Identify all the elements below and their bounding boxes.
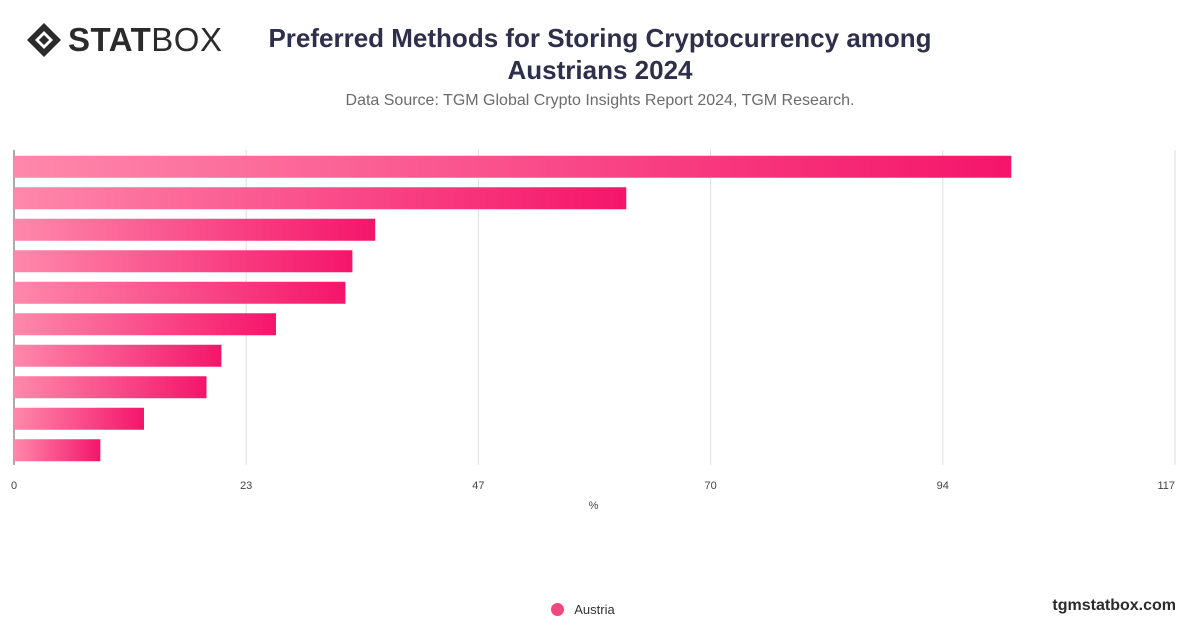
logo-bold-text: STAT <box>68 21 152 58</box>
bar-5[interactable] <box>14 281 346 304</box>
x-tick-label: 47 <box>472 480 484 492</box>
statbox-diamond-icon <box>27 23 61 57</box>
x-tick-label: 94 <box>937 480 949 492</box>
statbox-logo: STATBOX <box>26 22 222 58</box>
x-axis-label: % <box>589 500 599 512</box>
x-tick-label: 0 <box>11 480 17 492</box>
x-tick-label: 117 <box>1157 480 1175 492</box>
logo-light-text: BOX <box>151 21 223 58</box>
bar-chart: 0 23 47 70 94 117 % <box>11 150 1176 512</box>
legend-label-austria: Austria <box>574 602 615 617</box>
bar-1[interactable] <box>14 155 1012 178</box>
bar-8[interactable] <box>14 376 207 399</box>
bar-9[interactable] <box>14 407 144 430</box>
bar-4[interactable] <box>14 250 353 273</box>
x-tick-label: 70 <box>704 480 716 492</box>
logo-text: STATBOX <box>68 22 222 58</box>
legend: Austria <box>0 602 1200 617</box>
chart-title: Preferred Methods for Storing Cryptocurr… <box>268 23 932 85</box>
bar-7[interactable] <box>14 344 222 367</box>
bar-6[interactable] <box>14 313 276 336</box>
bars <box>14 155 1012 462</box>
chart-subtitle: Data Source: TGM Global Crypto Insights … <box>345 92 855 109</box>
x-axis-ticks: 0 23 47 70 94 117 <box>11 480 1175 492</box>
x-tick-label: 23 <box>240 480 252 492</box>
website-label: tgmstatbox.com <box>1052 597 1176 614</box>
legend-marker <box>551 603 565 616</box>
bar-3[interactable] <box>14 218 376 241</box>
bar-10[interactable] <box>14 439 101 462</box>
bar-2[interactable] <box>14 187 627 210</box>
